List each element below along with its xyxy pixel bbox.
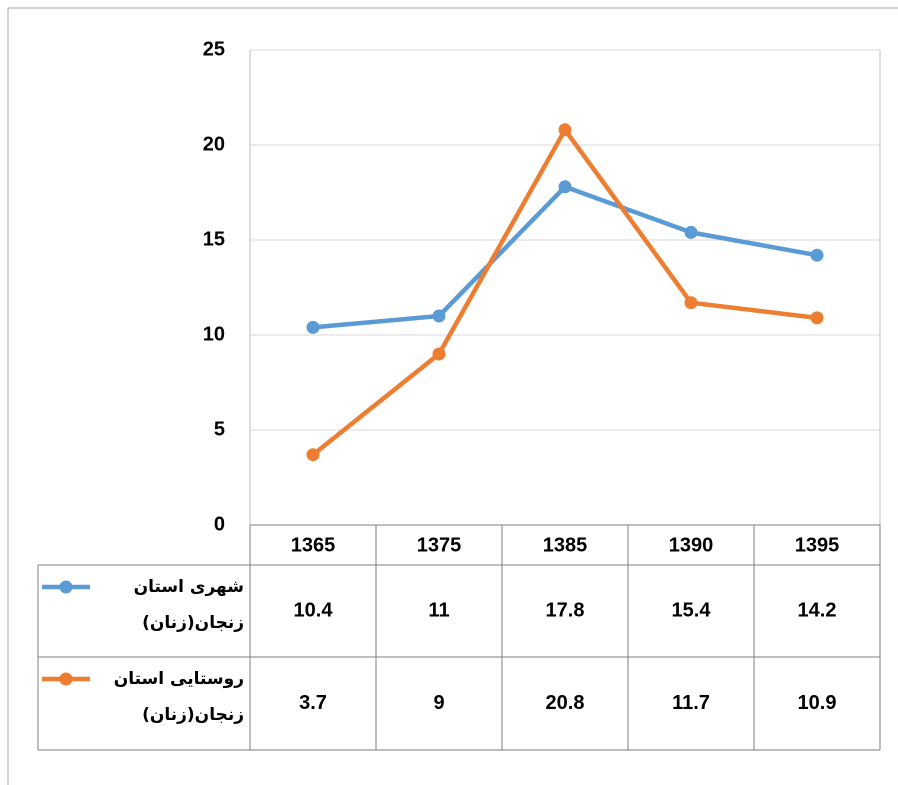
x-tick-label: 1395 xyxy=(795,534,840,556)
point xyxy=(306,320,320,334)
point xyxy=(432,347,446,361)
series-line xyxy=(312,184,818,330)
table-value: 17.8 xyxy=(546,599,585,621)
legend-swatch-marker xyxy=(59,672,73,686)
legend-label: شهری استان زنجان(زنان) xyxy=(133,577,244,633)
table-value: 3.7 xyxy=(299,692,327,714)
point xyxy=(810,311,824,325)
table-value: 10.4 xyxy=(294,599,334,621)
table-value: 15.4 xyxy=(672,599,712,621)
x-tick-label: 1365 xyxy=(291,534,336,556)
y-tick-label: 0 xyxy=(214,513,225,535)
table-value: 10.9 xyxy=(798,692,837,714)
table-value: 9 xyxy=(433,692,444,714)
point xyxy=(684,225,698,239)
point xyxy=(306,448,320,462)
table-value: 14.2 xyxy=(798,599,837,621)
legend-label: روستایی استان زنجان(زنان) xyxy=(113,669,244,725)
point xyxy=(810,248,824,262)
point xyxy=(558,123,572,137)
y-tick-label: 10 xyxy=(203,323,225,345)
table-value: 20.8 xyxy=(546,692,585,714)
x-tick-label: 1385 xyxy=(543,534,588,556)
point xyxy=(558,180,572,194)
point xyxy=(432,309,446,323)
y-tick-label: 20 xyxy=(203,133,225,155)
y-tick-label: 15 xyxy=(203,228,225,250)
table-value: 11.7 xyxy=(672,692,710,714)
point xyxy=(684,296,698,310)
table-value: 11 xyxy=(428,599,449,621)
legend-swatch-marker xyxy=(59,580,73,594)
series-line xyxy=(311,127,818,457)
x-tick-label: 1375 xyxy=(417,534,462,556)
x-tick-label: 1390 xyxy=(669,534,714,556)
y-tick-label: 5 xyxy=(214,418,225,440)
y-tick-label: 25 xyxy=(203,38,225,60)
